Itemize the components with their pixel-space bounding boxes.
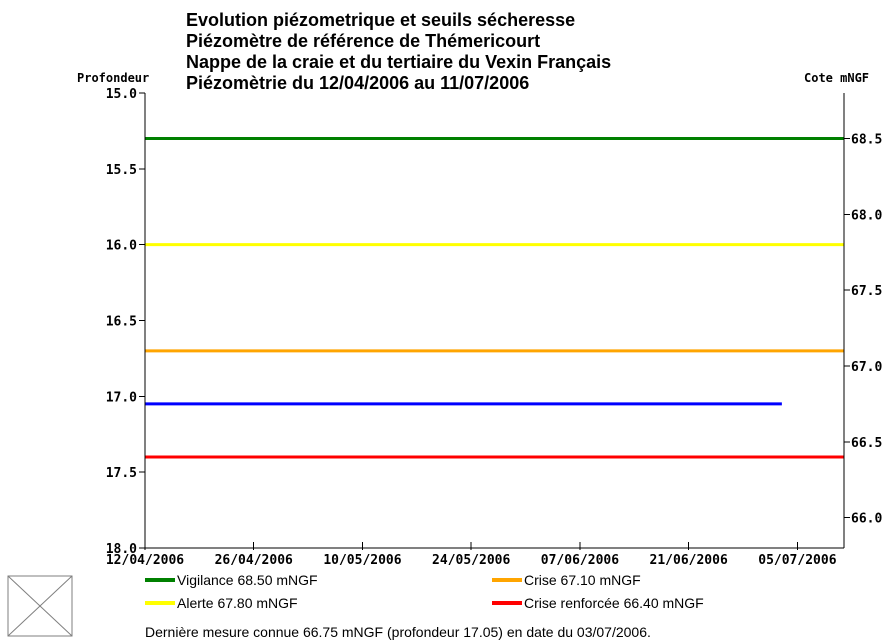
left-axis-ticks: 15.0 15.5 16.0 16.5 17.0 17.5 18.0	[106, 87, 145, 557]
right-axis-ticks: 68.5 68.0 67.5 67.0 66.5 66.0	[844, 133, 882, 527]
left-tick-label-1: 15.5	[106, 163, 137, 178]
right-tick-label-4: 66.5	[851, 436, 882, 451]
x-tick-label-1: 26/04/2006	[215, 553, 293, 568]
legend-label-2: Crise 67.10 mNGF	[524, 572, 641, 588]
left-tick-label-0: 15.0	[106, 87, 137, 102]
right-axis-title: Cote mNGF	[804, 71, 869, 85]
x-tick-label-6: 05/07/2006	[758, 553, 836, 568]
right-tick-label-5: 66.0	[851, 512, 882, 527]
x-axis-ticks: 12/04/2006 26/04/2006 10/05/2006 24/05/2006…	[106, 542, 837, 568]
right-tick-label-1: 68.0	[851, 208, 882, 223]
chart-title: Evolution piézometrique et seuils sécher…	[186, 10, 611, 93]
left-tick-label-6: 18.0	[106, 542, 137, 557]
last-measure-note: Dernière mesure connue 66.75 mNGF (profo…	[145, 624, 651, 640]
x-tick-label-0: 12/04/2006	[106, 553, 184, 568]
broken-image-icon	[7, 575, 73, 637]
plot-lines	[145, 137, 844, 459]
x-tick-label-3: 24/05/2006	[432, 553, 510, 568]
title-line-3: Nappe de la craie et du tertiaire du Vex…	[186, 52, 611, 72]
x-tick-label-2: 10/05/2006	[323, 553, 401, 568]
left-axis-title: Profondeur	[77, 71, 149, 85]
left-tick-label-4: 17.0	[106, 390, 137, 405]
legend-label-1: Alerte 67.80 mNGF	[177, 595, 298, 611]
title-line-2: Piézomètre de référence de Thémericourt	[186, 31, 540, 51]
legend: Vigilance 68.50 mNGF Alerte 67.80 mNGF Cri…	[145, 572, 704, 611]
right-tick-label-0: 68.5	[851, 133, 882, 148]
left-tick-label-3: 16.5	[106, 315, 137, 330]
x-tick-label-5: 21/06/2006	[650, 553, 728, 568]
left-tick-label-5: 17.5	[106, 466, 137, 481]
title-line-1: Evolution piézometrique et seuils sécher…	[186, 10, 575, 30]
left-tick-label-2: 16.0	[106, 239, 137, 254]
legend-label-0: Vigilance 68.50 mNGF	[177, 572, 318, 588]
axes	[144, 93, 845, 549]
right-tick-label-3: 67.0	[851, 360, 882, 375]
legend-label-3: Crise renforcée 66.40 mNGF	[524, 595, 704, 611]
right-tick-label-2: 67.5	[851, 284, 882, 299]
x-tick-label-4: 07/06/2006	[541, 553, 619, 568]
title-line-4: Piézomètrie du 12/04/2006 au 11/07/2006	[186, 73, 529, 93]
